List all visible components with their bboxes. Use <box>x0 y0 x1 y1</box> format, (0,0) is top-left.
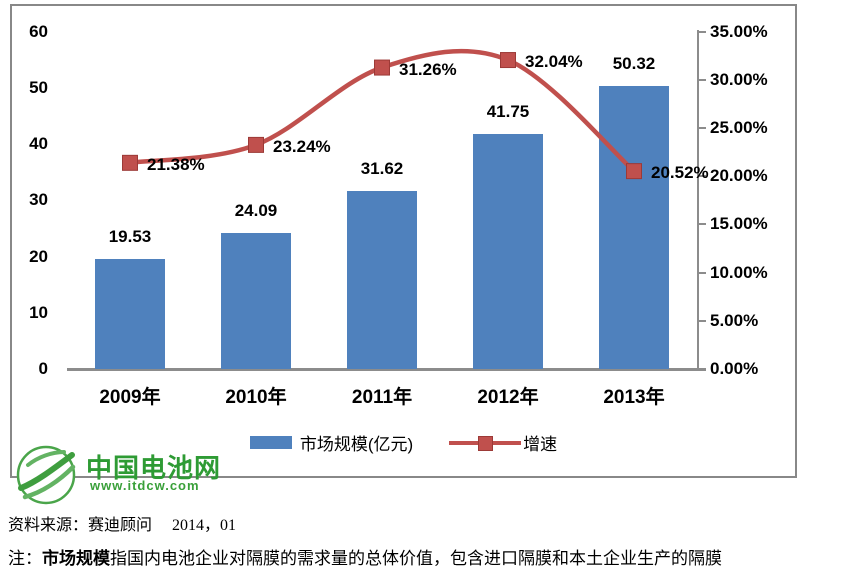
left-axis-tick-label: 30 <box>29 190 48 210</box>
line-marker-icon <box>500 52 516 69</box>
right-axis-tick-label: 10.00% <box>710 262 768 282</box>
left-axis-tick-label: 20 <box>29 246 48 266</box>
line-value-label: 31.26% <box>399 59 457 79</box>
bar-value-label: 31.62 <box>360 159 404 179</box>
legend-line-marker-icon <box>478 435 494 451</box>
bar-2011年 <box>347 191 417 369</box>
note-rest: 指国内电池企业对隔膜的需求量的总体价值，包含进口隔膜和本土企业生产的隔膜 <box>110 549 722 568</box>
bar-value-label: 41.75 <box>486 102 530 122</box>
site-logo: 中国电池网 www.itdcw.com <box>16 438 236 518</box>
x-axis-category-label: 2010年 <box>225 387 287 408</box>
left-axis-tick-label: 0 <box>38 359 48 378</box>
right-axis-tick-label: 20.00% <box>710 166 768 186</box>
right-axis-tick <box>697 223 706 226</box>
right-axis-tick-label: 35.00% <box>710 21 768 41</box>
chart-legend: 市场规模(亿元) 增速 <box>10 430 797 454</box>
right-axis-tick <box>697 78 706 81</box>
logo-title: 中国电池网 <box>86 453 222 483</box>
left-axis-tick-label: 40 <box>29 134 48 153</box>
right-axis-tick <box>697 319 706 322</box>
legend-bar-label: 市场规模(亿元) <box>299 434 414 454</box>
bar-value-label: 24.09 <box>234 201 278 221</box>
line-marker-icon <box>374 59 390 76</box>
source-line: 资料来源：赛迪顾问 2014，01 <box>8 517 237 534</box>
right-axis-tick-label: 25.00% <box>710 117 768 137</box>
legend-line-label: 增速 <box>523 434 558 454</box>
right-axis-tick <box>697 126 706 129</box>
right-axis-tick-label: 30.00% <box>710 69 768 89</box>
bar-2013年 <box>599 85 669 369</box>
x-axis-category-label: 2012年 <box>477 387 539 408</box>
note-prefix: 注： <box>8 549 42 568</box>
legend-bar-swatch <box>249 435 292 449</box>
note-line: 注：市场规模指国内电池企业对隔膜的需求量的总体价值，包含进口隔膜和本土企业生产的… <box>8 544 836 569</box>
right-axis-tick <box>697 271 706 274</box>
line-value-label: 21.38% <box>147 154 205 174</box>
bar-value-label: 50.32 <box>612 53 656 73</box>
left-axis-tick-label: 60 <box>29 21 48 41</box>
right-axis-tick <box>697 30 706 33</box>
line-value-label: 23.24% <box>273 136 331 156</box>
bar-value-label: 19.53 <box>108 227 152 247</box>
left-axis-tick-label: 10 <box>29 302 48 322</box>
note-bold-term: 市场规模 <box>42 549 110 568</box>
right-axis-tick <box>697 175 706 178</box>
right-axis-tick-label: 0.00% <box>710 359 759 378</box>
right-axis-tick-label: 15.00% <box>710 214 768 234</box>
legend-line-swatch <box>449 435 522 451</box>
globe-swoosh-icon <box>16 445 76 505</box>
x-axis-category-label: 2009年 <box>99 387 161 408</box>
bar-2009年 <box>95 259 165 369</box>
logo-url: www.itdcw.com <box>90 478 200 493</box>
right-axis-line <box>697 29 699 371</box>
right-axis-tick-label: 5.00% <box>710 310 759 330</box>
x-axis-category-label: 2011年 <box>351 387 413 408</box>
line-marker-icon <box>248 136 264 153</box>
x-axis-line <box>67 368 706 371</box>
left-axis-tick-label: 50 <box>29 77 48 97</box>
bar-2012年 <box>473 134 543 369</box>
x-axis-category-label: 2013年 <box>603 387 665 408</box>
line-marker-icon <box>122 154 138 171</box>
line-value-label: 20.52% <box>651 163 709 183</box>
line-value-label: 32.04% <box>525 52 583 72</box>
bar-2010年 <box>221 233 291 369</box>
